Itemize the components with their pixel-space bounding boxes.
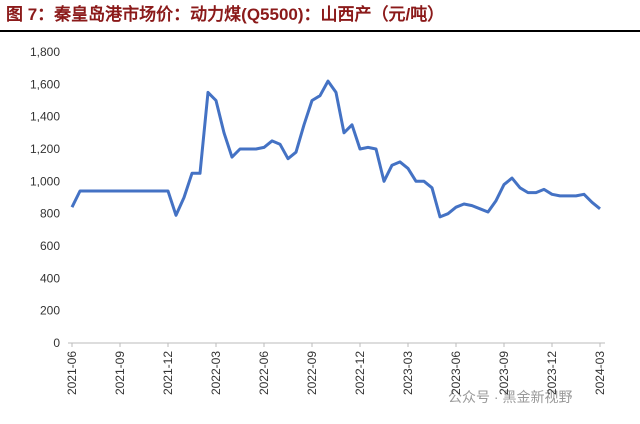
x-tick-label: 2024-03 [593, 351, 607, 395]
x-tick-label: 2022-12 [353, 351, 367, 395]
x-tick-label: 2021-12 [161, 351, 175, 395]
watermark: 公众号 · 黑金新视野 [448, 389, 572, 405]
x-tick-label: 2021-06 [65, 351, 79, 395]
y-tick-label: 1,800 [30, 45, 60, 59]
y-tick-label: 400 [40, 271, 60, 285]
chart-title: 图 7：秦皇岛港市场价：动力煤(Q5500)：山西产（元/吨） [6, 4, 444, 24]
x-tick-label: 2023-09 [497, 351, 511, 395]
y-tick-label: 1,200 [30, 142, 60, 156]
x-tick-label: 2021-09 [113, 351, 127, 395]
y-tick-label: 1,000 [30, 174, 60, 188]
y-tick-label: 600 [40, 239, 60, 253]
y-tick-label: 1,400 [30, 110, 60, 124]
x-tick-label: 2022-03 [209, 351, 223, 395]
x-tick-label: 2022-06 [257, 351, 271, 395]
x-tick-label: 2023-06 [449, 351, 463, 395]
x-tick-label: 2023-12 [545, 351, 559, 395]
x-tick-label: 2022-09 [305, 351, 319, 395]
y-tick-label: 1,600 [30, 77, 60, 91]
y-tick-label: 0 [53, 336, 60, 350]
line [70, 79, 601, 219]
x-tick-label: 2023-03 [401, 351, 415, 395]
y-tick-label: 200 [40, 304, 60, 318]
y-tick-label: 800 [40, 207, 60, 221]
